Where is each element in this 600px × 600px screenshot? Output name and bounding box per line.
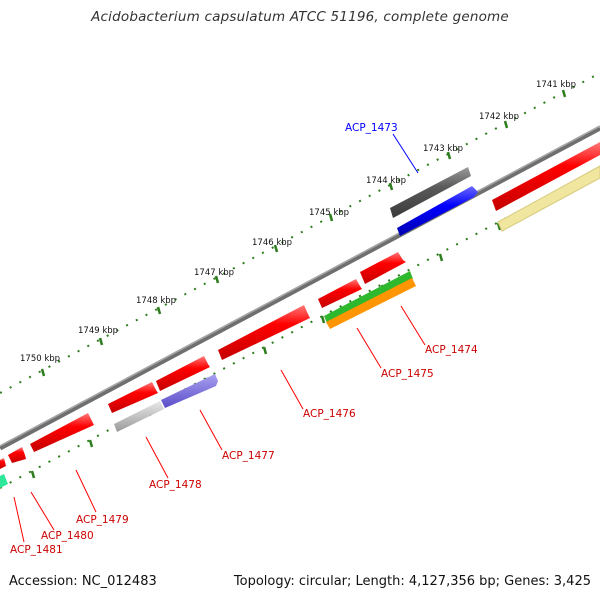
forward-strand-genes (0, 142, 600, 469)
gene-label-ACP_1474[interactable]: ACP_1474 (425, 344, 478, 356)
gene-arrow-green[interactable] (324, 271, 413, 323)
scale-label-1744: 1744 kbp (366, 176, 406, 186)
scale-label-1749: 1749 kbp (78, 326, 118, 336)
genome-backbone-highlight (0, 125, 600, 447)
label-leader-ACP_1473 (392, 133, 419, 174)
gene-label-ACP_1473[interactable]: ACP_1473 (345, 122, 398, 134)
gene-arrow-teal[interactable] (0, 474, 8, 488)
scale-label-1743: 1743 kbp (423, 144, 463, 154)
genome-title: Acidobacterium capsulatum ATCC 51196, co… (91, 9, 509, 25)
gene-label-ACP_1477[interactable]: ACP_1477 (222, 450, 275, 462)
gene-arrow-1750[interactable] (8, 447, 26, 463)
gene-label-ACP_1478[interactable]: ACP_1478 (149, 479, 202, 491)
topology-text: Topology: circular; Length: 4,127,356 bp… (233, 574, 591, 589)
reverse-strand-genes (0, 165, 600, 488)
label-leaders (13, 305, 426, 543)
gene-arrow-1748b[interactable] (108, 382, 158, 413)
outer-major-ticks (40, 89, 567, 377)
gene-label-ACP_1479[interactable]: ACP_1479 (76, 514, 129, 526)
scale-label-1747: 1747 kbp (194, 268, 234, 278)
genome-backbone (0, 125, 600, 451)
gene-label-ACP_1480[interactable]: ACP_1480 (41, 530, 94, 542)
gene-label-ACP_1476[interactable]: ACP_1476 (303, 408, 356, 420)
gene-arrow-edge[interactable] (0, 458, 6, 469)
gene-arrow-ACP_1473[interactable] (397, 186, 478, 236)
scale-labels: 1741 kbp 1742 kbp 1743 kbp 1744 kbp 1745… (20, 80, 576, 364)
gene-arrow-1746a[interactable] (360, 252, 406, 284)
scale-label-1750: 1750 kbp (20, 354, 60, 364)
scale-label-1741: 1741 kbp (536, 80, 576, 90)
gene-arrow-ACP_1478[interactable] (114, 401, 164, 432)
gene-arrow-dark-1744[interactable] (390, 167, 471, 218)
gene-arrow-yellow[interactable] (497, 165, 600, 232)
accession-text: Accession: NC_012483 (9, 574, 157, 589)
gene-arrow-1748a[interactable] (156, 356, 210, 391)
scale-label-1748: 1748 kbp (136, 296, 176, 306)
scale-label-1746: 1746 kbp (252, 238, 292, 248)
scale-label-1745: 1745 kbp (309, 208, 349, 218)
gene-arrow-1746b[interactable] (318, 279, 362, 308)
gene-label-ACP_1481[interactable]: ACP_1481 (10, 544, 63, 556)
scale-label-1742: 1742 kbp (479, 112, 519, 122)
gene-arrow-orange[interactable] (326, 278, 416, 329)
gene-label-ACP_1475[interactable]: ACP_1475 (381, 368, 434, 380)
gene-labels: ACP_1473 ACP_1474 ACP_1475 ACP_1476 ACP_… (10, 122, 478, 556)
gene-arrow-ACP_1477[interactable] (161, 374, 218, 408)
gene-arrow-1749[interactable] (30, 413, 94, 452)
gene-arrow-1747[interactable] (218, 305, 310, 360)
gene-arrow-1741[interactable] (492, 142, 600, 211)
